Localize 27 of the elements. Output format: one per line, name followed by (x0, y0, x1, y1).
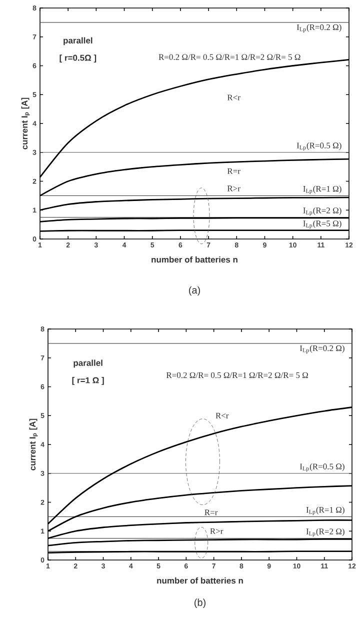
annotation: [ r=1 Ω ] (72, 377, 104, 385)
annotation: R<r (216, 412, 229, 418)
annotation: I$_{Lp}$(R=0.2 Ω) (296, 24, 342, 32)
annotation: parallel (74, 360, 102, 368)
annotation: I$_{Lp}$(R=1 Ω) (306, 506, 344, 515)
annotation: R=r (204, 510, 218, 516)
x-axis-title: number of batteries n (157, 577, 243, 584)
annotation: R=0.2 Ω/R= 0.5 Ω/R=1 Ω/R=2 Ω/R= 5 Ω (166, 372, 308, 378)
annotation: I$_{Lp}$(R=0.2 Ω) (300, 345, 344, 354)
text: (a) (189, 286, 200, 296)
annotation: I$_{Lp}$(R=0.5 Ω) (300, 463, 344, 472)
y-axis-title: current I$_{p}$ [A] (21, 98, 30, 150)
annotation: I$_{Lp}$(R=1 Ω) (303, 186, 342, 194)
annotation: R>r (227, 186, 240, 192)
annotation: R>r (210, 528, 224, 534)
annotation: R=r (227, 168, 240, 174)
y-axis-title: current I$_{p}$ [A] (29, 418, 38, 470)
text: (b) (194, 598, 206, 608)
annotation: parallel (64, 37, 92, 46)
annotation: R<r (227, 94, 240, 100)
annotation: I$_{Lp}$(R=2 Ω) (306, 528, 344, 537)
annotation: I$_{Lp}$(R=2 Ω) (303, 207, 342, 216)
annotation: R=0.2 Ω/R= 0.5 Ω/R=1 Ω/R=2 Ω/R= 5 Ω (158, 54, 300, 60)
annotation: [ r=0.5Ω ] (60, 54, 96, 62)
annotation: I$_{Lp}$(R=5 Ω) (303, 220, 342, 229)
x-axis-title: number of batteries n (152, 256, 238, 263)
annotation: I$_{Lp}$(R=0.5 Ω) (296, 142, 342, 151)
